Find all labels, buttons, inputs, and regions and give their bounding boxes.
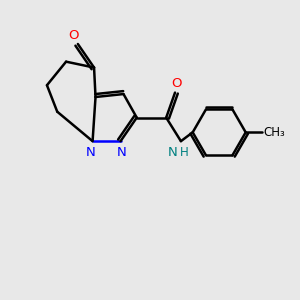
Text: N: N <box>168 146 178 159</box>
Text: H: H <box>180 146 189 159</box>
Text: N: N <box>86 146 96 159</box>
Text: O: O <box>68 29 79 42</box>
Text: N: N <box>117 146 127 159</box>
Text: CH₃: CH₃ <box>263 126 285 139</box>
Text: O: O <box>171 77 182 90</box>
